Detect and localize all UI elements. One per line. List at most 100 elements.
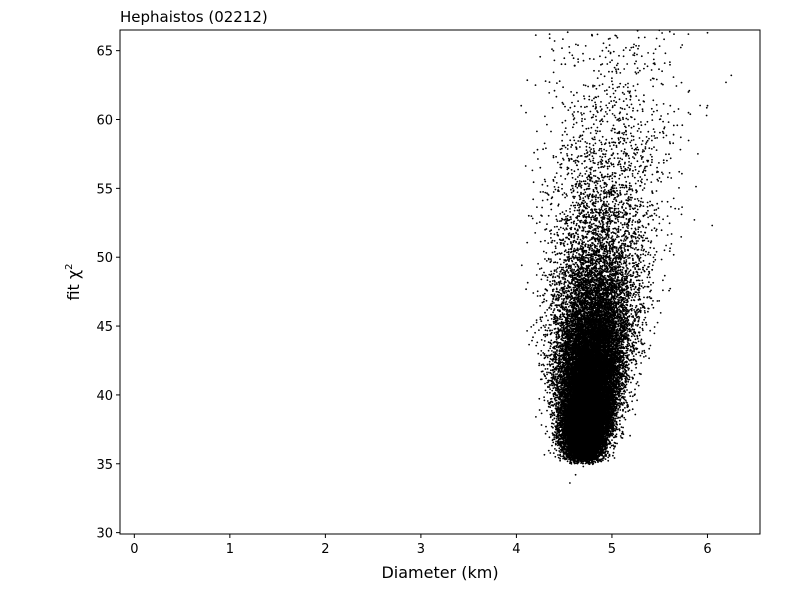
scatter-point bbox=[542, 148, 544, 151]
scatter-point bbox=[612, 124, 615, 127]
scatter-point bbox=[636, 399, 638, 402]
scatter-point bbox=[624, 396, 626, 398]
scatter-point bbox=[644, 165, 647, 168]
scatter-point bbox=[629, 269, 632, 272]
scatter-point bbox=[619, 265, 622, 268]
scatter-point bbox=[544, 432, 547, 435]
scatter-point bbox=[546, 123, 548, 126]
scatter-point bbox=[649, 215, 651, 218]
scatter-point bbox=[596, 111, 599, 114]
scatter-point bbox=[638, 291, 641, 294]
scatter-point bbox=[540, 326, 543, 329]
scatter-point bbox=[652, 128, 655, 131]
scatter-point bbox=[659, 131, 661, 134]
scatter-point bbox=[614, 217, 617, 220]
scatter-point bbox=[669, 157, 672, 160]
scatter-point bbox=[588, 158, 591, 161]
scatter-point bbox=[626, 308, 628, 311]
scatter-point bbox=[560, 282, 563, 285]
scatter-point bbox=[660, 115, 662, 117]
scatter-point bbox=[655, 78, 658, 81]
scatter-point bbox=[625, 133, 628, 136]
scatter-point bbox=[634, 285, 637, 288]
scatter-point bbox=[648, 137, 650, 140]
scatter-point bbox=[588, 57, 591, 60]
scatter-point bbox=[546, 185, 549, 187]
scatter-point bbox=[598, 149, 600, 152]
scatter-point bbox=[595, 188, 598, 190]
scatter-point bbox=[611, 177, 614, 180]
scatter-point bbox=[565, 193, 568, 196]
scatter-point bbox=[611, 80, 613, 83]
scatter-point bbox=[636, 130, 639, 132]
scatter-point bbox=[608, 160, 610, 163]
scatter-point bbox=[584, 118, 586, 120]
scatter-point bbox=[619, 409, 622, 411]
scatter-point bbox=[589, 173, 592, 176]
scatter-point bbox=[637, 292, 639, 294]
scatter-point bbox=[555, 418, 558, 420]
scatter-point bbox=[616, 236, 618, 239]
scatter-point bbox=[569, 106, 572, 109]
scatter-point bbox=[625, 218, 628, 220]
scatter-point bbox=[546, 289, 549, 292]
scatter-point bbox=[651, 158, 653, 161]
scatter-point bbox=[558, 276, 561, 279]
scatter-point bbox=[562, 38, 564, 40]
scatter-point bbox=[672, 253, 675, 256]
scatter-point bbox=[642, 329, 644, 332]
scatter-point bbox=[642, 234, 645, 237]
scatter-point bbox=[649, 276, 651, 279]
scatter-point bbox=[540, 424, 543, 426]
scatter-point bbox=[581, 240, 583, 242]
scatter-point bbox=[600, 108, 603, 111]
scatter-point bbox=[548, 403, 551, 406]
scatter-point bbox=[560, 175, 562, 177]
scatter-point bbox=[570, 153, 573, 156]
scatter-point bbox=[526, 330, 528, 332]
scatter-point bbox=[615, 72, 618, 74]
scatter-point bbox=[641, 350, 644, 352]
scatter-point bbox=[645, 143, 647, 145]
scatter-point bbox=[669, 63, 671, 66]
scatter-point bbox=[597, 180, 599, 183]
scatter-point bbox=[656, 137, 658, 139]
scatter-point bbox=[590, 230, 592, 233]
scatter-point bbox=[524, 165, 527, 167]
scatter-point bbox=[605, 138, 608, 141]
scatter-point bbox=[600, 187, 603, 189]
scatter-point bbox=[548, 436, 551, 439]
scatter-point bbox=[641, 151, 644, 153]
scatter-point bbox=[581, 134, 584, 137]
scatter-point bbox=[595, 87, 598, 90]
scatter-point bbox=[543, 453, 546, 456]
scatter-point bbox=[547, 319, 549, 322]
scatter-point bbox=[628, 297, 630, 300]
scatter-point bbox=[553, 59, 556, 62]
scatter-point bbox=[594, 202, 597, 205]
scatter-point bbox=[542, 324, 545, 327]
scatter-point bbox=[637, 340, 640, 343]
scatter-point bbox=[623, 186, 626, 189]
scatter-point bbox=[634, 252, 637, 255]
scatter-point bbox=[569, 139, 572, 142]
scatter-point bbox=[665, 153, 667, 156]
scatter-point bbox=[625, 288, 628, 291]
scatter-point bbox=[608, 44, 611, 46]
scatter-point bbox=[643, 264, 646, 267]
scatter-point bbox=[627, 410, 630, 413]
scatter-point bbox=[633, 52, 636, 55]
scatter-point bbox=[641, 178, 643, 181]
scatter-point bbox=[609, 218, 611, 220]
scatter-point bbox=[642, 149, 644, 151]
scatter-point bbox=[572, 213, 574, 216]
scatter-point bbox=[577, 202, 580, 205]
scatter-point bbox=[538, 221, 541, 224]
scatter-point bbox=[563, 192, 566, 194]
scatter-point bbox=[631, 296, 634, 299]
scatter-point bbox=[544, 389, 547, 392]
scatter-point bbox=[639, 261, 642, 264]
scatter-point bbox=[575, 224, 578, 227]
scatter-point bbox=[571, 54, 574, 57]
